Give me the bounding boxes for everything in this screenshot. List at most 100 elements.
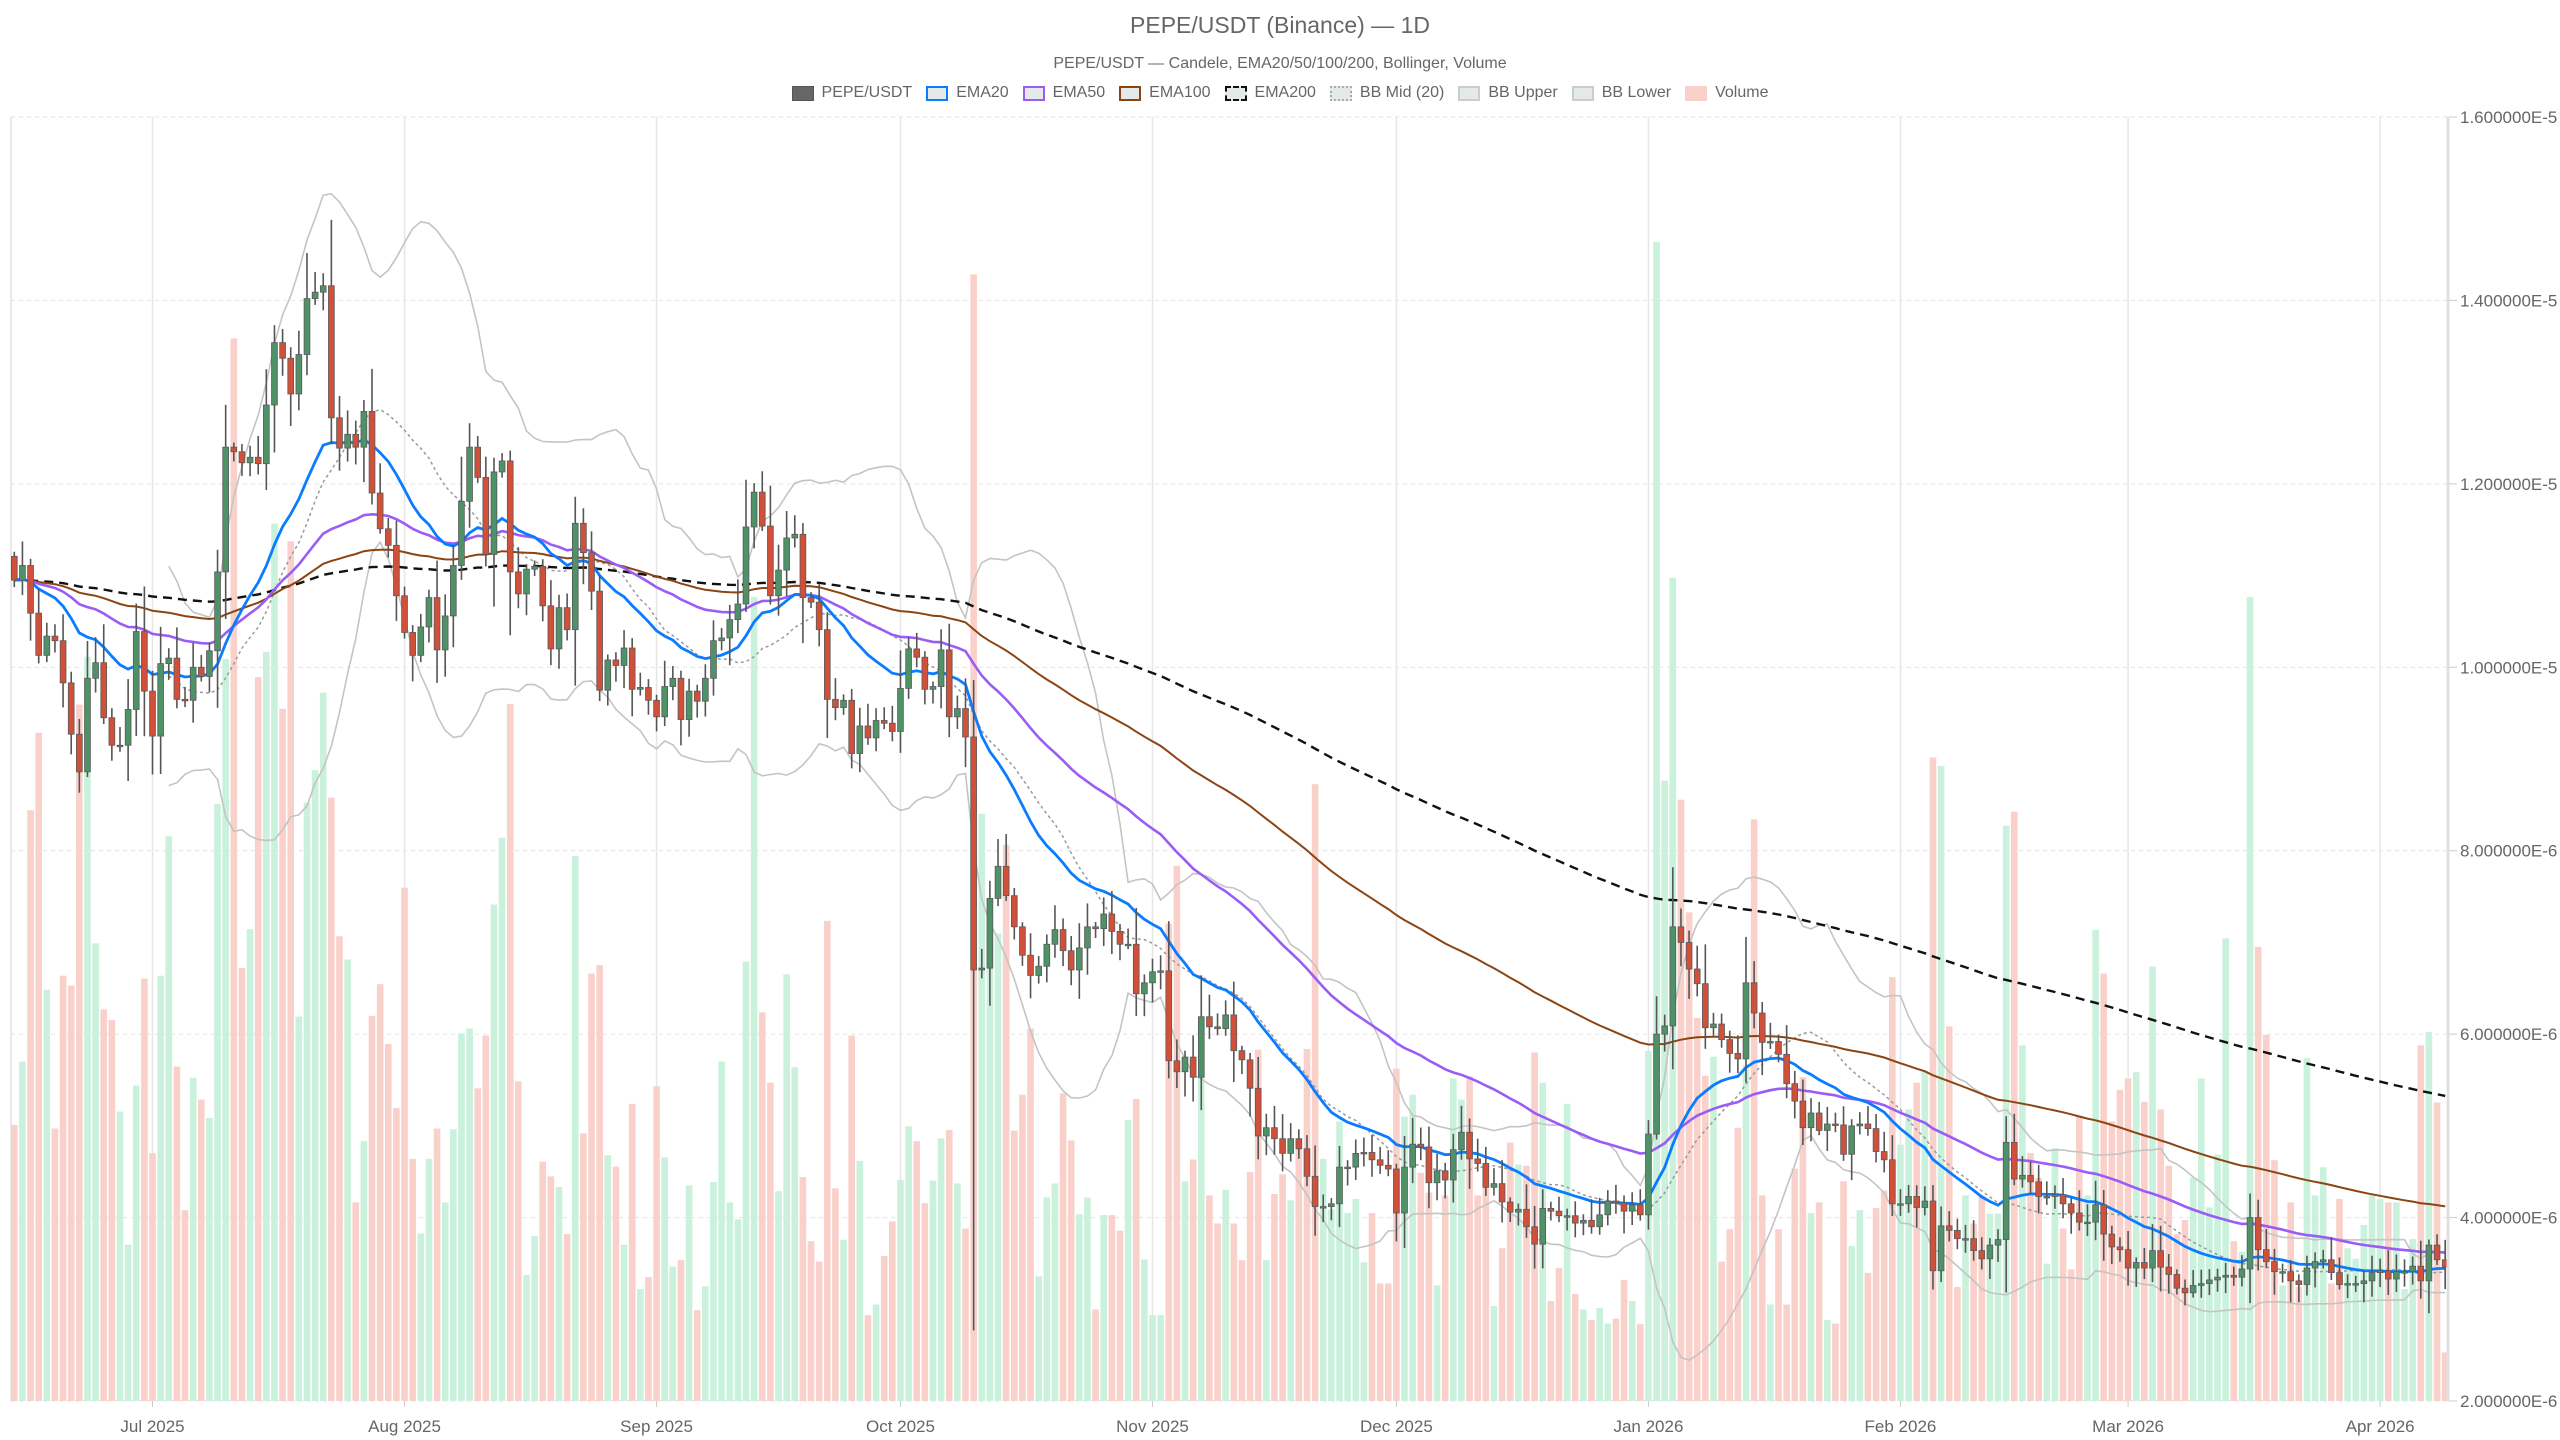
candle-body	[1051, 929, 1059, 945]
volume-bar	[612, 1166, 620, 1401]
volume-bar	[954, 1183, 961, 1401]
volume-bar	[1970, 1223, 1977, 1401]
volume-bar	[132, 1085, 140, 1401]
candle-body	[1246, 1059, 1254, 1089]
candle-body	[1702, 983, 1709, 1029]
candle	[710, 620, 717, 696]
ema200-line	[14, 564, 2446, 1098]
candle-body	[726, 619, 734, 639]
legend-item-candle[interactable]: PEPE/USDT	[791, 84, 912, 102]
candle-body	[2108, 1233, 2116, 1248]
volume-bar	[271, 523, 278, 1401]
volume-bar	[588, 973, 595, 1401]
candle-body	[2084, 1221, 2091, 1225]
candle	[620, 630, 628, 689]
legend-item-ema20[interactable]: EMA20	[926, 84, 1009, 102]
legend-swatch-icon	[1458, 85, 1481, 101]
volume-bar	[994, 933, 1002, 1401]
candle	[458, 456, 465, 580]
volume-bar	[775, 1191, 782, 1401]
candle	[1076, 923, 1083, 999]
candle	[1653, 996, 1660, 1140]
legend-item-bbmid[interactable]: BB Mid (20)	[1329, 84, 1444, 102]
volume-bar	[238, 967, 246, 1401]
volume-bar	[1823, 1320, 1831, 1401]
candle-body	[1994, 1239, 2002, 1246]
candle-body	[1108, 913, 1116, 932]
volume-bar	[1287, 1200, 1295, 1401]
legend-item-volume[interactable]: Volume	[1685, 84, 1768, 102]
candle	[263, 369, 270, 491]
candle-body	[1002, 865, 1010, 897]
candle	[1124, 928, 1132, 950]
volume-bar	[1653, 242, 1660, 1401]
legend-item-ema200[interactable]: EMA200	[1224, 84, 1316, 102]
candle	[1889, 1135, 1896, 1217]
candle-body	[1132, 943, 1140, 995]
volume-bar	[1360, 1262, 1368, 1401]
candle	[157, 626, 164, 774]
candle-body	[628, 647, 636, 690]
candle-body	[539, 566, 547, 607]
candle	[929, 681, 937, 704]
candle	[2433, 1234, 2441, 1265]
candle	[197, 655, 205, 682]
volume-bar	[1303, 1048, 1311, 1401]
candle	[336, 395, 343, 471]
volume-bar	[393, 1108, 400, 1401]
volume-bar	[1799, 1077, 1807, 1401]
candle	[482, 456, 490, 567]
volume-bar	[1929, 757, 1937, 1401]
candle	[693, 684, 701, 718]
volume-bar	[2328, 1283, 2335, 1401]
candle-body	[197, 666, 205, 677]
candle	[1116, 923, 1124, 961]
candle	[466, 423, 473, 528]
volume-bar	[1791, 1168, 1799, 1401]
candle	[1100, 897, 1108, 947]
volume-bar	[1758, 1195, 1766, 1401]
volume-bar	[214, 803, 221, 1401]
volume-bar	[734, 1219, 742, 1401]
candle	[2319, 1249, 2327, 1269]
candle	[2368, 1255, 2376, 1297]
candle	[726, 604, 734, 666]
candle	[1978, 1237, 1986, 1270]
candle	[1685, 930, 1693, 999]
volume-bar	[889, 1221, 896, 1401]
candle	[474, 436, 482, 483]
candle-body	[2344, 1283, 2351, 1286]
candle-body	[1539, 1208, 1547, 1245]
candle-body	[1336, 1166, 1343, 1205]
candle	[1189, 1035, 1197, 1102]
volume-bar	[1352, 1198, 1360, 1401]
candle-body	[2010, 1141, 2018, 1180]
volume-bar	[1010, 1130, 1018, 1401]
volume-bar	[474, 1088, 482, 1401]
candle-body	[954, 708, 961, 718]
candle-body	[588, 552, 595, 592]
candle-body	[1734, 1053, 1742, 1060]
candle	[1181, 1050, 1189, 1097]
candle	[2108, 1225, 2116, 1265]
legend-item-ema50[interactable]: EMA50	[1022, 84, 1105, 102]
volume-bar	[2279, 1285, 2286, 1401]
legend-item-bblower[interactable]: BB Lower	[1571, 84, 1671, 102]
candle-body	[1319, 1206, 1327, 1209]
indicator-lines	[14, 192, 2446, 1362]
candle	[1555, 1196, 1563, 1223]
candle-body	[767, 525, 774, 597]
candle-body	[580, 522, 587, 554]
candle	[1173, 1039, 1181, 1088]
x-tick-label: Jul 2025	[120, 1417, 184, 1436]
legend-item-ema100[interactable]: EMA100	[1119, 84, 1211, 102]
candle	[2409, 1256, 2416, 1285]
volume-bar	[1067, 1140, 1075, 1401]
candle-body	[1401, 1166, 1408, 1214]
candle-body	[1945, 1225, 1953, 1231]
legend-item-bbupper[interactable]: BB Upper	[1458, 84, 1558, 102]
candle	[702, 664, 709, 717]
candle	[1807, 1098, 1815, 1142]
volume-bar	[2393, 1202, 2400, 1401]
candle-body	[116, 744, 124, 748]
